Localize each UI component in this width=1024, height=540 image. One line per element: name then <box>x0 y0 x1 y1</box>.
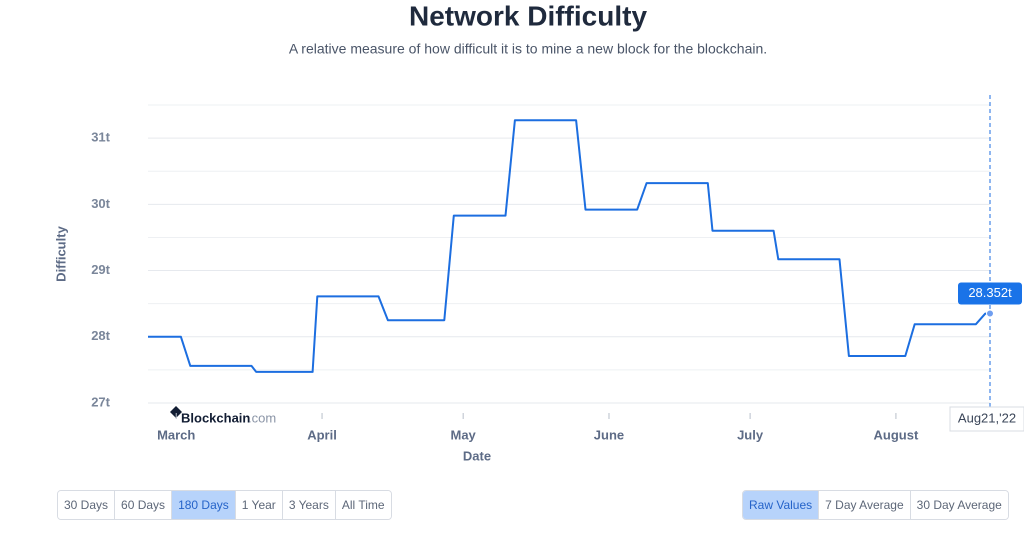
button[interactable]: 3 Years <box>282 491 336 519</box>
y-tick-label: 30t <box>91 196 110 211</box>
x-tick-label: August <box>874 427 919 442</box>
x-axis-label: Date <box>463 448 491 463</box>
button[interactable]: Raw Values <box>743 491 820 519</box>
watermark: Blockchain .com <box>170 406 276 425</box>
y-tick-label: 31t <box>91 130 110 145</box>
watermark-brand: Blockchain <box>181 410 250 425</box>
chart-subtitle: A relative measure of how difficult it i… <box>289 41 767 57</box>
tooltip-value: 28.352t <box>968 285 1012 300</box>
x-tick-label: June <box>594 427 624 442</box>
y-tick-label: 29t <box>91 262 110 277</box>
date-label-box <box>949 406 1024 432</box>
chart: Network Difficulty A relative measure of… <box>53 0 1024 463</box>
y-tick-label: 27t <box>91 394 110 409</box>
x-tick-label: July <box>737 427 764 442</box>
button[interactable]: 30 Day Average <box>910 491 1008 519</box>
watermark-suffix: .com <box>248 410 276 425</box>
chart-title: Network Difficulty <box>409 0 647 31</box>
data-line <box>148 119 991 373</box>
x-tick-label: April <box>307 427 337 442</box>
x-tick-label: May <box>451 427 477 442</box>
button[interactable]: 180 Days <box>172 491 236 519</box>
button[interactable]: 30 Days <box>58 491 116 519</box>
button[interactable]: 7 Day Average <box>819 491 911 519</box>
y-axis-label: Difficulty <box>53 225 68 281</box>
button[interactable]: All Time <box>335 491 391 519</box>
mode-selector: Raw Values 7 Day Average 30 Day Average <box>742 490 1009 520</box>
hover-point <box>986 309 994 318</box>
x-tick-label: March <box>157 427 195 442</box>
button[interactable]: 60 Days <box>115 491 173 519</box>
date-label: Aug21,'22 <box>958 410 1016 425</box>
y-tick-label: 28t <box>91 328 110 343</box>
tooltip-box <box>958 282 1022 305</box>
watermark-logo <box>170 406 182 418</box>
range-selector: 30 Days 60 Days 180 Days 1 Year 3 Years All T… <box>57 490 392 520</box>
button[interactable]: 1 Year <box>235 491 283 519</box>
